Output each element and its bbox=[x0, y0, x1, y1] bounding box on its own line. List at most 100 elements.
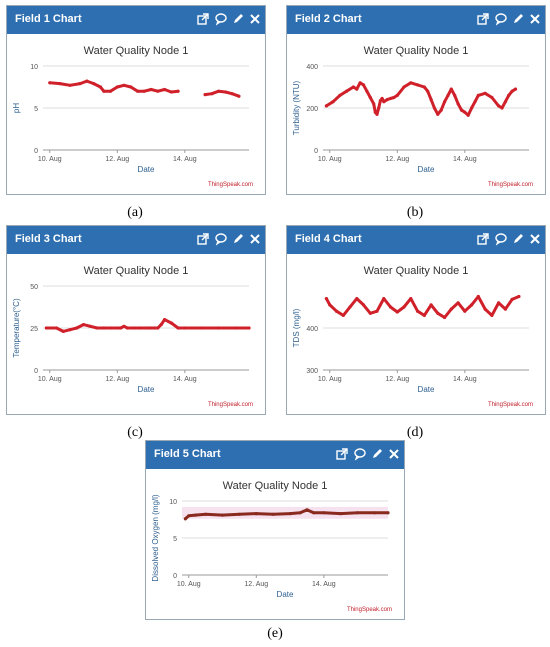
comment-icon[interactable] bbox=[493, 231, 509, 247]
data-point bbox=[378, 99, 382, 103]
close-icon[interactable] bbox=[247, 11, 263, 27]
data-point bbox=[463, 110, 467, 114]
data-point bbox=[169, 90, 173, 94]
pencil-icon[interactable] bbox=[510, 231, 526, 247]
comment-icon[interactable] bbox=[493, 11, 509, 27]
data-point bbox=[388, 305, 393, 309]
chart-panel-field-2: Field 2 Chart Water Quality Node 1 0 200 40… bbox=[286, 5, 546, 195]
data-point bbox=[429, 98, 433, 102]
panel-title: Field 3 Chart bbox=[15, 233, 82, 245]
close-icon[interactable] bbox=[527, 231, 543, 247]
open-external-icon[interactable] bbox=[195, 231, 211, 247]
pencil-icon[interactable] bbox=[369, 446, 385, 462]
data-point bbox=[68, 83, 72, 87]
data-point bbox=[44, 326, 49, 330]
y-tick-label: 5 bbox=[34, 106, 38, 113]
data-point bbox=[510, 297, 514, 301]
x-tick-label: 12. Aug bbox=[244, 581, 268, 588]
credit-label: ThingSpeak.com bbox=[208, 402, 253, 408]
x-tick-label: 10. Aug bbox=[177, 581, 201, 588]
y-axis-label: Turbidity (NTU) bbox=[292, 80, 301, 135]
data-point bbox=[230, 92, 234, 96]
data-point bbox=[142, 89, 146, 93]
y-tick-label: 10 bbox=[30, 64, 38, 71]
x-tick-label: 14. Aug bbox=[453, 376, 477, 383]
data-point bbox=[385, 98, 389, 102]
y-axis-label: TDS (mg/l) bbox=[292, 308, 301, 347]
data-point bbox=[443, 315, 447, 320]
y-tick-label: 400 bbox=[306, 64, 318, 71]
comment-icon[interactable] bbox=[213, 11, 229, 27]
data-point bbox=[432, 106, 436, 110]
close-icon[interactable] bbox=[247, 231, 263, 247]
data-point bbox=[449, 307, 453, 311]
data-point bbox=[368, 95, 372, 100]
data-point bbox=[503, 100, 507, 104]
data-point bbox=[237, 94, 241, 98]
panel-header: Field 4 Chart bbox=[287, 226, 545, 254]
data-point bbox=[92, 82, 96, 86]
series-line bbox=[324, 295, 521, 319]
x-tick-label: 14. Aug bbox=[173, 376, 197, 383]
x-tick-label: 14. Aug bbox=[453, 156, 477, 163]
data-point bbox=[305, 508, 309, 512]
y-axis-label: Temperature(°C) bbox=[12, 298, 21, 358]
data-point bbox=[328, 303, 332, 307]
close-icon[interactable] bbox=[527, 11, 543, 27]
y-axis-label: pH bbox=[12, 103, 21, 113]
chart-title: Water Quality Node 1 bbox=[364, 45, 469, 57]
comment-icon[interactable] bbox=[213, 231, 229, 247]
y-tick-label: 10 bbox=[169, 499, 177, 506]
data-point bbox=[324, 104, 328, 108]
data-point bbox=[187, 514, 191, 518]
data-point bbox=[217, 326, 221, 330]
data-point bbox=[456, 301, 460, 305]
data-point bbox=[449, 87, 453, 91]
data-point bbox=[54, 326, 59, 330]
open-external-icon[interactable] bbox=[475, 11, 491, 27]
close-icon[interactable] bbox=[386, 446, 402, 462]
open-external-icon[interactable] bbox=[475, 231, 491, 247]
data-point bbox=[159, 323, 163, 327]
pencil-icon[interactable] bbox=[230, 231, 246, 247]
chart-plot: Water Quality Node 1 0 5 10 10. Aug 12. Aug 14… bbox=[12, 45, 253, 188]
data-point bbox=[102, 89, 106, 93]
chart-plot: Water Quality Node 1 0 200 400 10. Aug 12. Au… bbox=[292, 45, 533, 188]
data-point bbox=[78, 82, 82, 86]
chart-title: Water Quality Node 1 bbox=[84, 45, 189, 57]
data-point bbox=[163, 87, 167, 92]
data-point bbox=[254, 512, 258, 516]
panel-header: Field 3 Chart bbox=[7, 226, 265, 254]
data-point bbox=[409, 81, 413, 85]
data-point bbox=[48, 81, 52, 85]
data-point bbox=[382, 100, 386, 104]
x-axis-label: Date bbox=[277, 590, 294, 599]
y-tick-label: 200 bbox=[306, 106, 318, 113]
data-point bbox=[453, 93, 457, 97]
y-tick-label: 25 bbox=[30, 326, 38, 333]
data-point bbox=[115, 326, 119, 330]
data-point bbox=[200, 326, 204, 330]
data-point bbox=[490, 313, 494, 317]
x-axis-label: Date bbox=[418, 385, 435, 394]
data-point bbox=[416, 83, 420, 87]
comment-icon[interactable] bbox=[352, 446, 368, 462]
open-external-icon[interactable] bbox=[334, 446, 350, 462]
data-point bbox=[132, 326, 136, 330]
data-point bbox=[125, 326, 129, 330]
data-point bbox=[356, 511, 360, 515]
open-external-icon[interactable] bbox=[195, 11, 211, 27]
pencil-icon[interactable] bbox=[510, 11, 526, 27]
data-point bbox=[436, 112, 440, 116]
data-point bbox=[223, 90, 227, 94]
data-point bbox=[510, 89, 514, 93]
data-point bbox=[361, 303, 366, 307]
data-point bbox=[476, 294, 480, 299]
data-point bbox=[355, 297, 359, 301]
pencil-icon[interactable] bbox=[230, 11, 246, 27]
data-point bbox=[68, 328, 72, 332]
data-point bbox=[85, 79, 89, 83]
data-point bbox=[355, 87, 359, 91]
figure-caption: (e) bbox=[267, 626, 283, 641]
data-point bbox=[422, 313, 426, 317]
